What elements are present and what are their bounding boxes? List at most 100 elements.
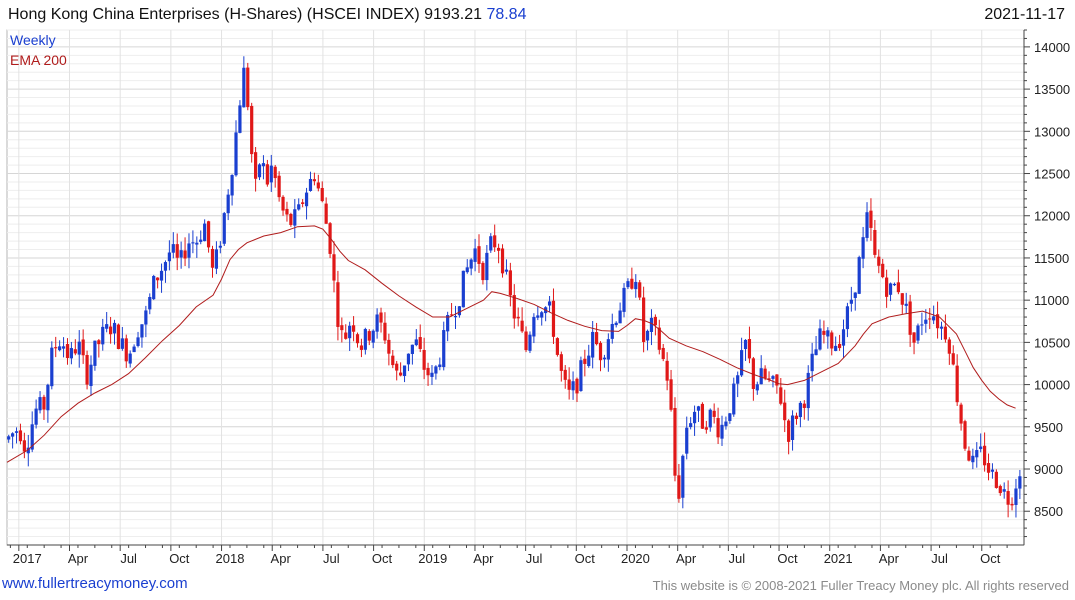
candle-up bbox=[865, 212, 869, 238]
candle-down bbox=[908, 301, 912, 335]
candle-down bbox=[108, 326, 113, 335]
candle-down bbox=[794, 415, 799, 419]
candle-down bbox=[336, 282, 340, 327]
legend-ema-200: EMA 200 bbox=[10, 52, 67, 68]
candle-down bbox=[959, 404, 963, 424]
candle-down bbox=[301, 202, 305, 204]
candle-down bbox=[943, 326, 948, 340]
candle-down bbox=[359, 345, 364, 350]
candle-down bbox=[642, 297, 646, 342]
candle-up bbox=[485, 252, 489, 281]
candle-down bbox=[712, 410, 716, 417]
candle-down bbox=[559, 354, 563, 371]
candle-down bbox=[951, 353, 955, 365]
candle-down bbox=[383, 322, 387, 341]
change-value: 78.84 bbox=[486, 6, 527, 23]
candle-up bbox=[77, 341, 81, 355]
candle-up bbox=[696, 406, 701, 411]
candle-down bbox=[449, 314, 454, 316]
candle-up bbox=[1018, 476, 1022, 489]
candle-down bbox=[250, 105, 254, 155]
candle-up bbox=[806, 372, 810, 409]
candle-down bbox=[716, 418, 720, 438]
x-tick-label: Oct bbox=[777, 551, 798, 566]
candle-up bbox=[11, 433, 15, 437]
candle-up bbox=[50, 347, 54, 387]
y-tick-label: 10000 bbox=[1034, 378, 1070, 393]
candle-up bbox=[101, 326, 105, 345]
candle-down bbox=[700, 403, 705, 429]
x-tick-label: Oct bbox=[980, 551, 1001, 566]
y-tick-label: 11000 bbox=[1034, 293, 1069, 308]
candle-down bbox=[912, 332, 916, 343]
website-link[interactable]: www.fullertreacymoney.com bbox=[2, 575, 188, 592]
candle-up bbox=[790, 415, 795, 440]
candle-down bbox=[391, 355, 395, 366]
candle-up bbox=[579, 360, 583, 392]
candle-up bbox=[89, 364, 93, 387]
candle-down bbox=[316, 182, 320, 189]
candle-down bbox=[747, 339, 752, 359]
candle-up bbox=[861, 237, 865, 259]
y-tick-label: 13000 bbox=[1034, 124, 1070, 139]
candle-down bbox=[657, 327, 661, 350]
candle-up bbox=[1002, 489, 1006, 492]
candle-down bbox=[265, 164, 269, 185]
candle-up bbox=[618, 310, 622, 324]
candle-up bbox=[834, 345, 838, 351]
candle-up bbox=[58, 346, 62, 351]
candle-up bbox=[410, 344, 414, 354]
candle-up bbox=[269, 165, 273, 183]
candle-up bbox=[540, 312, 544, 318]
candle-up bbox=[473, 248, 477, 262]
candle-down bbox=[97, 340, 101, 345]
candle-up bbox=[14, 431, 19, 433]
candle-down bbox=[116, 324, 121, 350]
plot-area bbox=[6, 29, 1025, 546]
candle-up bbox=[308, 178, 313, 191]
candle-down bbox=[967, 450, 971, 461]
candle-up bbox=[536, 315, 540, 318]
candle-down bbox=[426, 367, 430, 376]
candle-down bbox=[324, 203, 328, 224]
candle-up bbox=[798, 402, 802, 418]
y-tick-label: 10500 bbox=[1034, 335, 1070, 350]
candle-up bbox=[771, 376, 775, 379]
candle-up bbox=[222, 213, 226, 244]
candle-down bbox=[81, 339, 85, 356]
x-tick-label: Apr bbox=[676, 551, 697, 566]
candle-up bbox=[1014, 488, 1018, 505]
candle-up bbox=[348, 325, 352, 339]
candle-down bbox=[1006, 491, 1010, 505]
candle-up bbox=[195, 242, 199, 245]
candle-up bbox=[975, 450, 979, 458]
candle-down bbox=[277, 175, 281, 198]
legend-weekly: Weekly bbox=[10, 32, 56, 48]
candle-down bbox=[289, 213, 293, 225]
candle-up bbox=[971, 455, 975, 463]
candle-up bbox=[708, 409, 712, 428]
candle-down bbox=[563, 369, 567, 380]
y-tick-label: 12500 bbox=[1034, 167, 1070, 182]
candle-down bbox=[928, 318, 932, 320]
candle-up bbox=[920, 324, 924, 326]
candle-up bbox=[136, 337, 140, 346]
candle-up bbox=[979, 446, 983, 449]
candle-down bbox=[524, 331, 528, 351]
candle-down bbox=[594, 332, 599, 345]
candle-down bbox=[1010, 503, 1014, 506]
y-tick-label: 13500 bbox=[1034, 82, 1070, 97]
candle-up bbox=[234, 132, 238, 176]
candle-down bbox=[955, 365, 959, 403]
y-axis: 8500 9000 9500 10000 10500 11000 11500 12000 125… bbox=[1023, 29, 1070, 545]
candle-down bbox=[873, 230, 877, 255]
candle-up bbox=[442, 330, 446, 368]
candle-down bbox=[54, 347, 58, 349]
candle-up bbox=[257, 164, 262, 178]
candle-up bbox=[93, 340, 97, 366]
candle-up bbox=[743, 339, 748, 350]
candle-up bbox=[924, 319, 928, 324]
candle-down bbox=[210, 248, 215, 268]
candle-down bbox=[567, 379, 571, 390]
